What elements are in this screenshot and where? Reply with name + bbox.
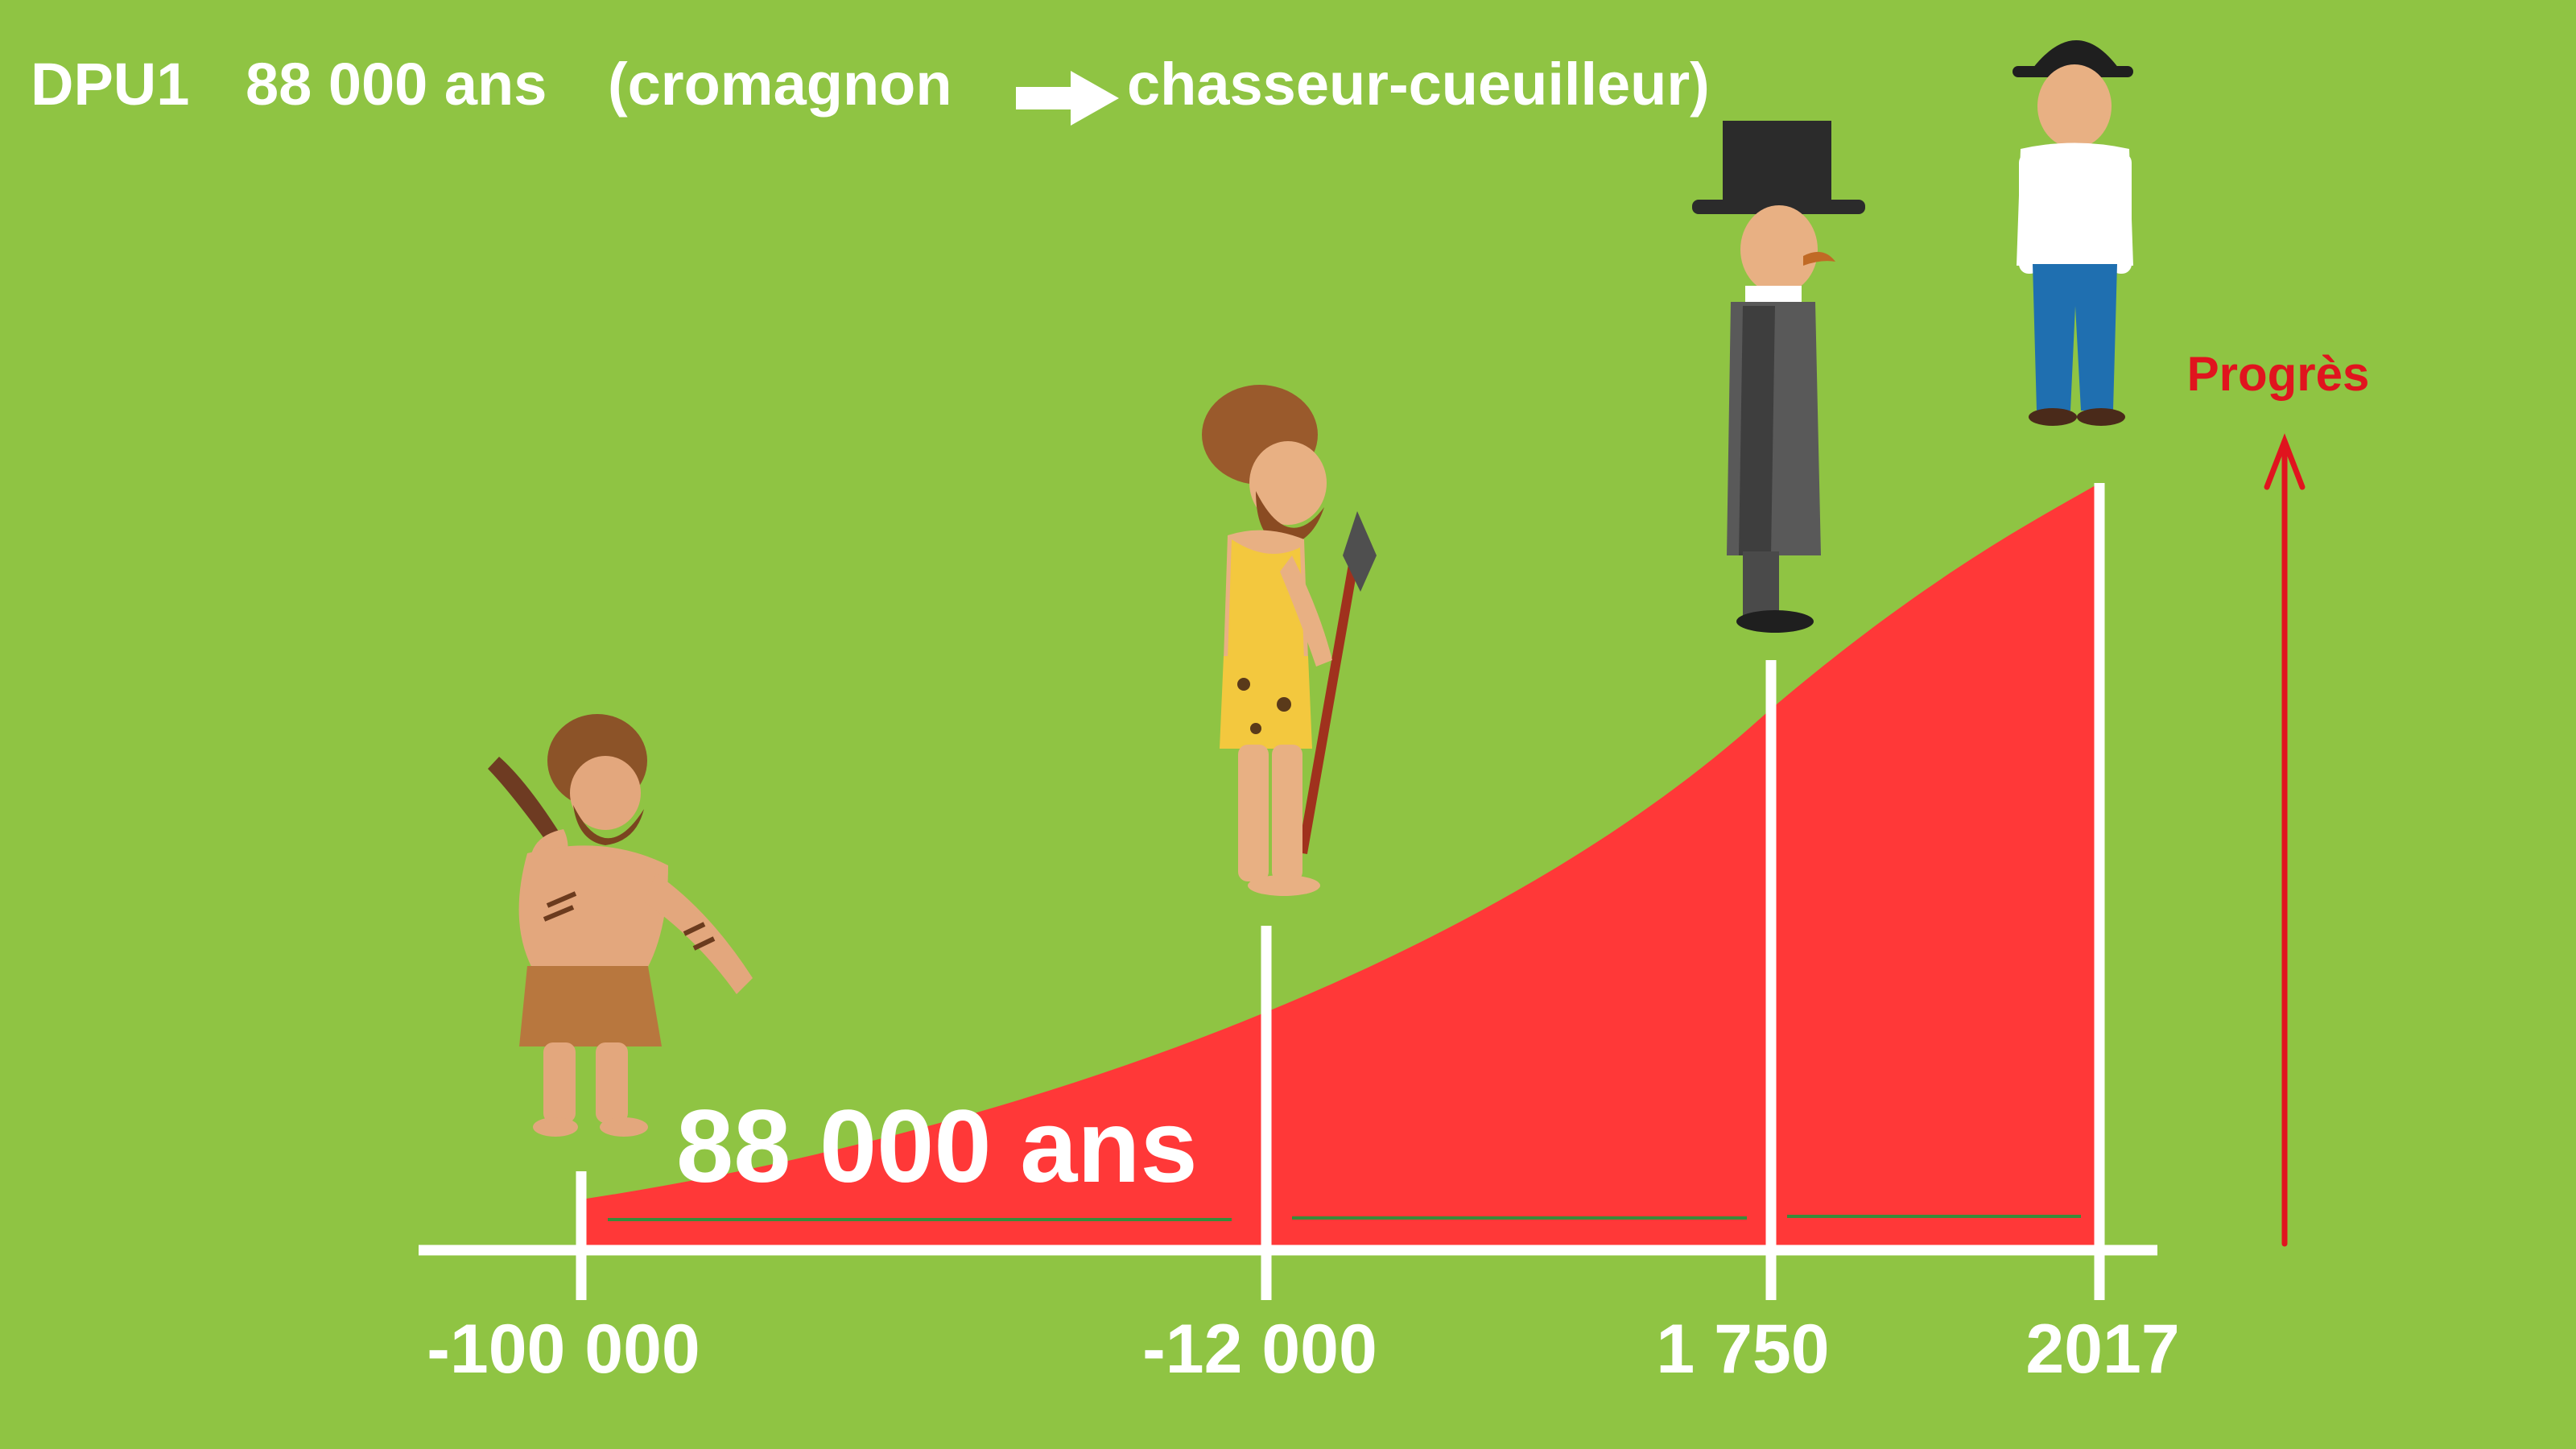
tick-label-minus-12000: -12 000 [1142,1311,1377,1388]
caveman-figure [488,714,753,1137]
header-to: chasseur-cueuilleur) [1127,51,1710,118]
era-separators [576,483,2105,1300]
span-underlines [608,1215,2081,1221]
progress-label: Progrès [2187,347,2370,401]
gentleman-figure [1692,121,1865,633]
header-duration: 88 000 ans [246,51,547,118]
progress-up-arrow-icon [2264,433,2306,1247]
header-from: (cromagnon [608,51,952,118]
progress-area [581,483,2099,1252]
tick-label-1750: 1 750 [1656,1311,1829,1388]
span-label: 88 000 ans [676,1089,1198,1204]
hunter-gatherer-figure [1202,385,1377,896]
tick-label-minus-100000: -100 000 [427,1311,700,1388]
tick-label-2017: 2017 [2025,1311,2179,1388]
header-prefix: DPU1 [31,51,189,118]
modern-man-figure [2013,40,2133,426]
right-arrow-icon [1016,71,1119,126]
